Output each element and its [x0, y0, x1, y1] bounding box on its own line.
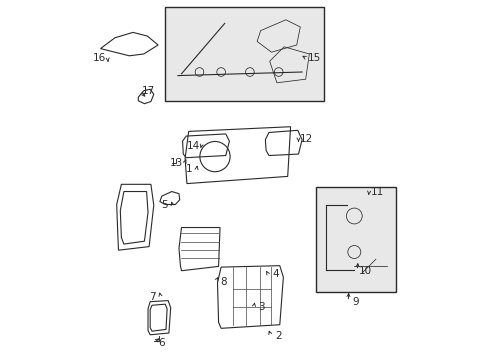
Text: 11: 11 [369, 186, 383, 197]
Text: 4: 4 [272, 269, 279, 279]
Text: 8: 8 [220, 276, 226, 287]
Text: 5: 5 [161, 200, 167, 210]
Text: 17: 17 [141, 86, 154, 96]
Text: 3: 3 [258, 302, 264, 312]
Text: 12: 12 [299, 134, 312, 144]
Text: 14: 14 [186, 141, 200, 151]
Text: 1: 1 [185, 164, 192, 174]
Text: 7: 7 [149, 292, 156, 302]
Text: 6: 6 [158, 338, 164, 348]
Bar [165, 7, 323, 101]
Text: 10: 10 [358, 266, 371, 276]
Text: 16: 16 [93, 53, 106, 63]
Text: 9: 9 [352, 297, 359, 307]
Bar [316, 187, 395, 292]
Text: 15: 15 [307, 53, 321, 63]
Text: 13: 13 [170, 158, 183, 168]
Text: 2: 2 [275, 330, 282, 341]
